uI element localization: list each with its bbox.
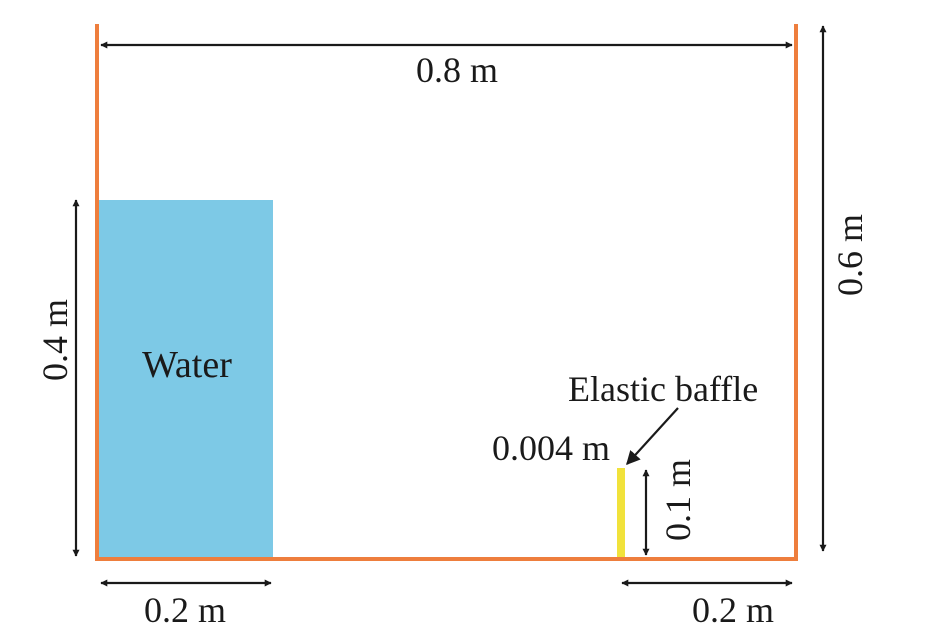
baffle-offset-label: 0.2 m: [692, 590, 774, 630]
water-label: Water: [142, 344, 232, 386]
water-width-label: 0.2 m: [144, 590, 226, 630]
tank-height-label: 0.6 m: [830, 214, 870, 296]
tank-walls: [95, 24, 798, 561]
elastic-baffle: [617, 468, 625, 558]
baffle-name-label: Elastic baffle: [568, 369, 758, 409]
water-height-label: 0.4 m: [35, 299, 75, 381]
baffle-height-label: 0.1 m: [658, 459, 698, 541]
water-column: [99, 200, 273, 558]
baffle-thickness-label: 0.004 m: [492, 428, 610, 468]
baffle-pointer-arrow: [626, 407, 679, 466]
tank-width-label: 0.8 m: [416, 50, 498, 90]
